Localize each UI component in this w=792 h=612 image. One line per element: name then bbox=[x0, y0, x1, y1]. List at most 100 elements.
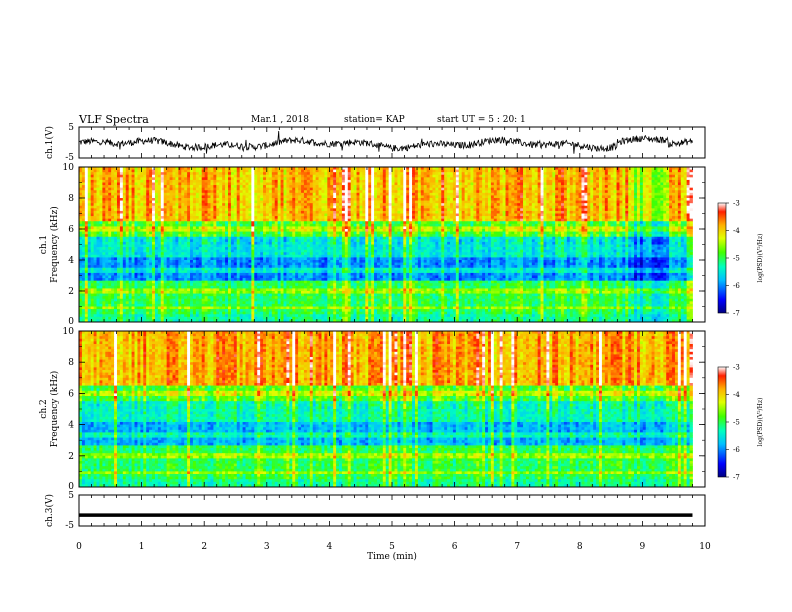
spectrogram-cell bbox=[281, 195, 284, 198]
spectrogram-cell bbox=[105, 198, 108, 201]
spectrogram-cell bbox=[359, 185, 362, 188]
spectrogram-cell bbox=[278, 203, 281, 206]
spectrogram-cell bbox=[240, 175, 243, 178]
spectrogram-cell bbox=[283, 177, 286, 180]
spectrogram-cell bbox=[491, 193, 494, 196]
spectrogram-cell bbox=[132, 172, 135, 175]
spectrogram-cell bbox=[675, 177, 678, 180]
spectrogram-cell bbox=[269, 206, 272, 209]
spectrogram-cell bbox=[657, 193, 660, 196]
spectrogram-cell bbox=[663, 190, 666, 193]
spectrogram-cell bbox=[225, 172, 228, 175]
spectrogram-cell bbox=[470, 188, 473, 191]
spectrogram-cell bbox=[584, 206, 587, 209]
spectrogram-cell bbox=[298, 180, 301, 183]
spectrogram-cell bbox=[210, 175, 213, 178]
spectrogram-cell bbox=[444, 198, 447, 201]
spectrogram-cell bbox=[327, 203, 330, 206]
spectrogram-cell bbox=[529, 190, 532, 193]
spectrogram-cell bbox=[158, 188, 161, 191]
spectrogram-cell bbox=[546, 172, 549, 175]
spectrogram-cell bbox=[435, 188, 438, 191]
spectrogram-cell bbox=[155, 193, 158, 196]
spectrogram-cell bbox=[424, 180, 427, 183]
spectrogram-cell bbox=[117, 193, 120, 196]
spectrogram-cell bbox=[365, 172, 368, 175]
spectrogram-cell bbox=[304, 185, 307, 188]
spectrogram-cell bbox=[135, 206, 138, 209]
spectrogram-cell bbox=[465, 193, 468, 196]
spectrogram-cell bbox=[266, 203, 269, 206]
spectrogram-cell bbox=[453, 172, 456, 175]
spectrogram-cell bbox=[181, 201, 184, 204]
spectrogram-cell bbox=[120, 188, 123, 191]
spectrogram-cell bbox=[599, 206, 602, 209]
spectrogram-cell bbox=[117, 185, 120, 188]
spectrogram-cell bbox=[354, 180, 357, 183]
spectrogram-cell bbox=[529, 183, 532, 186]
spectrogram-cell bbox=[228, 195, 231, 198]
spectrogram-cell bbox=[485, 172, 488, 175]
spectrogram-cell bbox=[517, 193, 520, 196]
spectrogram-cell bbox=[278, 190, 281, 193]
spectrogram-cell bbox=[234, 183, 237, 186]
spectrogram-cell bbox=[289, 193, 292, 196]
spectrogram-cell bbox=[99, 177, 102, 180]
spectrogram-cell bbox=[292, 172, 295, 175]
spectrogram-cell bbox=[389, 203, 392, 206]
spectrogram-cell bbox=[690, 177, 693, 180]
spectrogram-cell bbox=[345, 203, 348, 206]
spectrogram-cell bbox=[570, 172, 573, 175]
spectrogram-cell bbox=[193, 201, 196, 204]
spectrogram-cell bbox=[108, 170, 111, 173]
spectrogram-cell bbox=[596, 188, 599, 191]
spectrogram-cell bbox=[497, 203, 500, 206]
spectrogram-cell bbox=[555, 195, 558, 198]
spectrogram-cell bbox=[146, 198, 149, 201]
spectrogram-cell bbox=[172, 175, 175, 178]
spectrogram-cell bbox=[558, 175, 561, 178]
spectrogram-cell bbox=[286, 177, 289, 180]
spectrogram-cell bbox=[333, 188, 336, 191]
spectrogram-cell bbox=[418, 206, 421, 209]
spectrogram-cell bbox=[655, 203, 658, 206]
spectrogram-cell bbox=[459, 170, 462, 173]
spectrogram-cell bbox=[298, 172, 301, 175]
spectrogram-cell bbox=[579, 180, 582, 183]
spectrogram-cell bbox=[649, 180, 652, 183]
spectrogram-cell bbox=[351, 206, 354, 209]
spectrogram-cell bbox=[146, 193, 149, 196]
spectrogram-cell bbox=[167, 193, 170, 196]
spectrogram-cell bbox=[392, 175, 395, 178]
spectrogram-cell bbox=[552, 190, 555, 193]
spectrogram-cell bbox=[164, 193, 167, 196]
spectrogram-cell bbox=[415, 203, 418, 206]
spectrogram-cell bbox=[535, 198, 538, 201]
spectrogram-cell bbox=[549, 188, 552, 191]
spectrogram-cell bbox=[143, 198, 146, 201]
spectrogram-cell bbox=[357, 201, 360, 204]
spectrogram-cell bbox=[313, 193, 316, 196]
spectrogram-cell bbox=[602, 170, 605, 173]
spectrogram-cell bbox=[491, 183, 494, 186]
spectrogram-cell bbox=[561, 198, 564, 201]
spectrogram-cell bbox=[324, 188, 327, 191]
spectrogram-cell bbox=[625, 177, 628, 180]
spectrogram-cell bbox=[643, 198, 646, 201]
spectrogram-cell bbox=[619, 198, 622, 201]
spectrogram-cell bbox=[497, 172, 500, 175]
spectrogram-cell bbox=[135, 180, 138, 183]
spectrogram-cell bbox=[374, 172, 377, 175]
spectrogram-cell bbox=[342, 206, 345, 209]
spectrogram-cell bbox=[386, 183, 389, 186]
spectrogram-cell bbox=[546, 180, 549, 183]
spectrogram-cell bbox=[272, 188, 275, 191]
spectrogram-cell bbox=[140, 185, 143, 188]
spectrogram-cell bbox=[190, 175, 193, 178]
spectrogram-cell bbox=[622, 195, 625, 198]
spectrogram-cell bbox=[558, 190, 561, 193]
spectrogram-cell bbox=[359, 170, 362, 173]
spectrogram-cell bbox=[549, 175, 552, 178]
spectrogram-cell bbox=[380, 175, 383, 178]
spectrogram-cell bbox=[535, 175, 538, 178]
